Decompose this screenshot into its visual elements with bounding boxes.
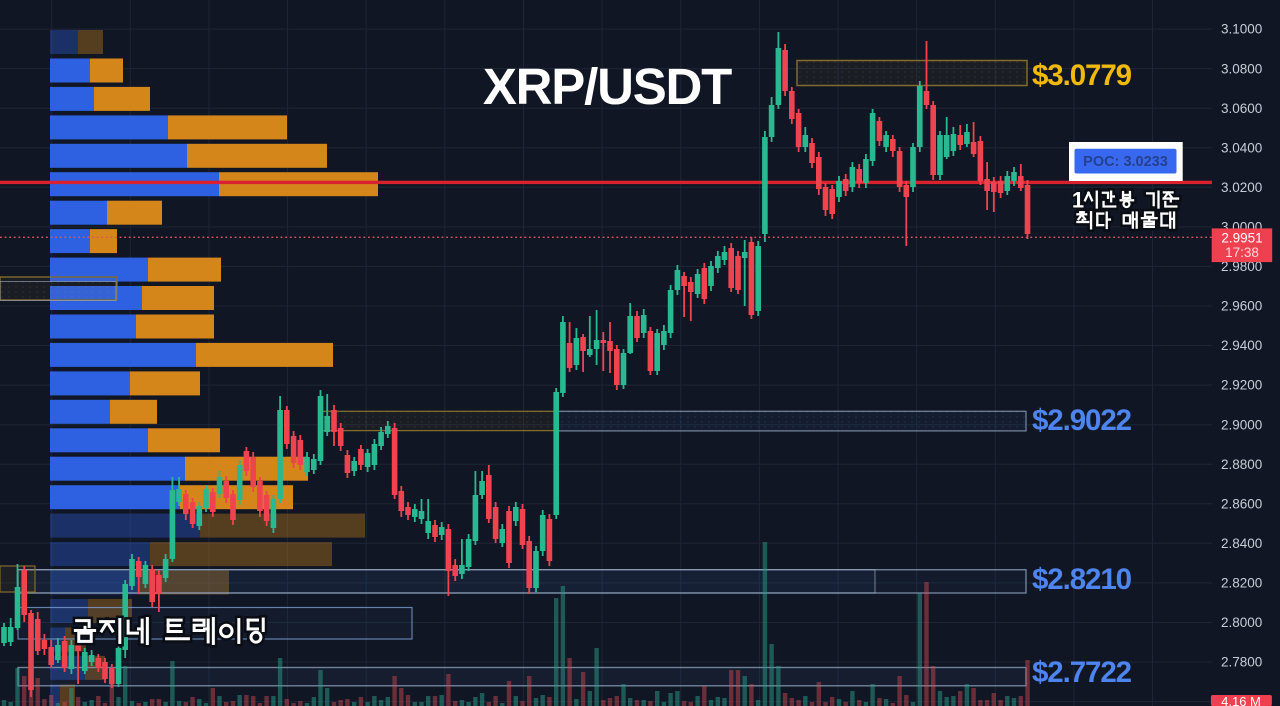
- svg-text:$3.0779: $3.0779: [1032, 59, 1132, 92]
- svg-text:3.0600: 3.0600: [1221, 101, 1262, 116]
- svg-text:$2.7722: $2.7722: [1032, 656, 1132, 689]
- svg-text:3.0400: 3.0400: [1221, 140, 1262, 155]
- svg-text:1: 1: [1072, 188, 1084, 213]
- svg-text:2.9800: 2.9800: [1221, 259, 1262, 274]
- svg-text:2.8200: 2.8200: [1221, 576, 1262, 591]
- svg-text:2.8000: 2.8000: [1221, 615, 1262, 630]
- svg-text:2.8600: 2.8600: [1221, 496, 1262, 511]
- svg-text:2.9400: 2.9400: [1221, 338, 1262, 353]
- svg-text:1: 1: [1072, 188, 1084, 213]
- svg-text:2.8800: 2.8800: [1221, 457, 1262, 472]
- svg-text:3.0800: 3.0800: [1221, 61, 1262, 76]
- svg-text:POC: 3.0233: POC: 3.0233: [1083, 154, 1168, 170]
- svg-text:$2.9022: $2.9022: [1032, 404, 1132, 437]
- svg-text:2.9200: 2.9200: [1221, 378, 1262, 393]
- svg-text:3.0200: 3.0200: [1221, 180, 1262, 195]
- svg-text:$2.8210: $2.8210: [1032, 563, 1132, 596]
- svg-text:2.7800: 2.7800: [1221, 655, 1262, 670]
- svg-text:2.9600: 2.9600: [1221, 299, 1262, 314]
- svg-text:4.16 M: 4.16 M: [1221, 694, 1261, 706]
- svg-text:17:38: 17:38: [1225, 245, 1259, 260]
- svg-text:3.1000: 3.1000: [1221, 22, 1262, 37]
- svg-text:2.9951: 2.9951: [1221, 231, 1262, 246]
- svg-text:2.8400: 2.8400: [1221, 536, 1262, 551]
- svg-text:2.9000: 2.9000: [1221, 417, 1262, 432]
- svg-text:XRP/USDT: XRP/USDT: [483, 58, 732, 115]
